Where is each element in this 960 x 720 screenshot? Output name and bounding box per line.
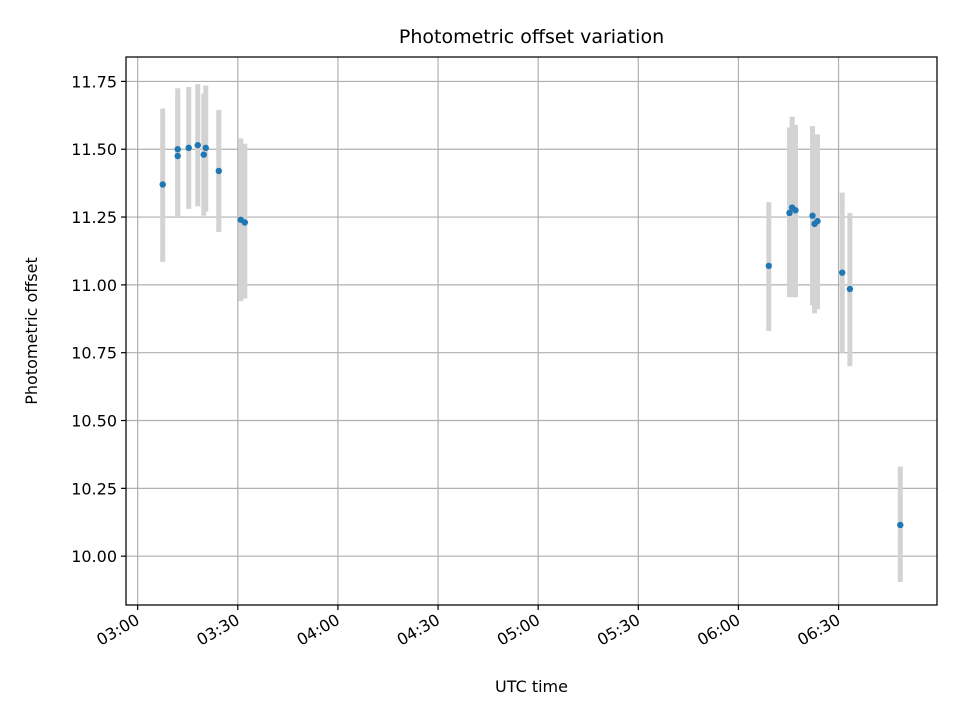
- x-axis-label: UTC time: [495, 677, 568, 696]
- chart-title: Photometric offset variation: [399, 26, 664, 48]
- y-tick-label: 10.50: [71, 412, 117, 431]
- data-point: [839, 269, 846, 276]
- y-tick-label: 10.00: [71, 547, 117, 566]
- data-point: [241, 219, 249, 226]
- y-tick-label: 10.25: [71, 479, 117, 498]
- data-point: [202, 144, 209, 152]
- y-axis-label: Photometric offset: [22, 257, 41, 405]
- data-point: [765, 262, 772, 270]
- data-point: [846, 285, 854, 293]
- data-point: [897, 521, 904, 529]
- data-point: [174, 152, 181, 160]
- data-point: [174, 146, 181, 153]
- data-point: [809, 212, 816, 219]
- data-point: [215, 167, 222, 175]
- y-tick-label: 11.25: [71, 208, 117, 227]
- data-point: [159, 181, 166, 188]
- y-tick-label: 11.00: [71, 276, 117, 295]
- data-point: [185, 144, 192, 152]
- plot-frame: [125, 56, 938, 606]
- data-points: [159, 141, 904, 529]
- y-tick-label: 11.75: [71, 72, 117, 91]
- y-tick-label: 10.75: [71, 344, 117, 363]
- y-tick-label: 11.50: [71, 140, 117, 159]
- data-point: [792, 207, 799, 214]
- data-point: [194, 141, 201, 149]
- grid: [126, 57, 937, 605]
- data-point: [200, 151, 207, 158]
- data-point: [814, 217, 821, 225]
- data-point: [786, 209, 793, 217]
